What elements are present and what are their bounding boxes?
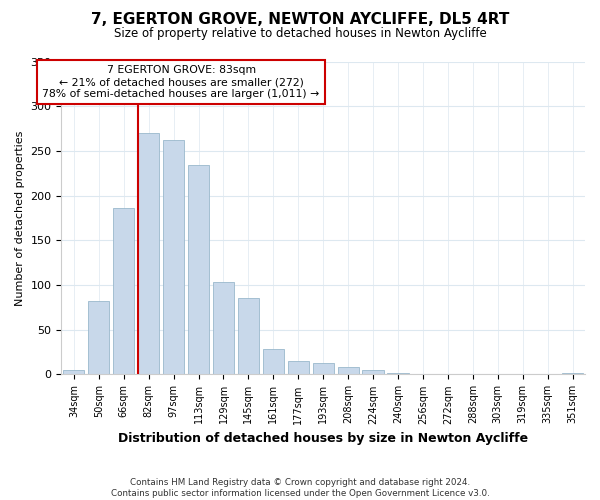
Bar [88, 301, 109, 374]
Bar [287, 361, 309, 374]
Bar [388, 372, 409, 374]
Bar [138, 133, 159, 374]
Bar [263, 350, 284, 374]
Bar [238, 298, 259, 374]
Text: 7, EGERTON GROVE, NEWTON AYCLIFFE, DL5 4RT: 7, EGERTON GROVE, NEWTON AYCLIFFE, DL5 4… [91, 12, 509, 28]
Bar [188, 165, 209, 374]
Y-axis label: Number of detached properties: Number of detached properties [15, 130, 25, 306]
X-axis label: Distribution of detached houses by size in Newton Aycliffe: Distribution of detached houses by size … [118, 432, 528, 445]
Bar [113, 208, 134, 374]
Bar [338, 368, 359, 374]
Bar [313, 363, 334, 374]
Bar [163, 140, 184, 374]
Text: 7 EGERTON GROVE: 83sqm
← 21% of detached houses are smaller (272)
78% of semi-de: 7 EGERTON GROVE: 83sqm ← 21% of detached… [43, 66, 320, 98]
Text: Contains HM Land Registry data © Crown copyright and database right 2024.
Contai: Contains HM Land Registry data © Crown c… [110, 478, 490, 498]
Bar [213, 282, 234, 374]
Text: Size of property relative to detached houses in Newton Aycliffe: Size of property relative to detached ho… [113, 28, 487, 40]
Bar [362, 370, 383, 374]
Bar [562, 372, 583, 374]
Bar [63, 370, 85, 374]
